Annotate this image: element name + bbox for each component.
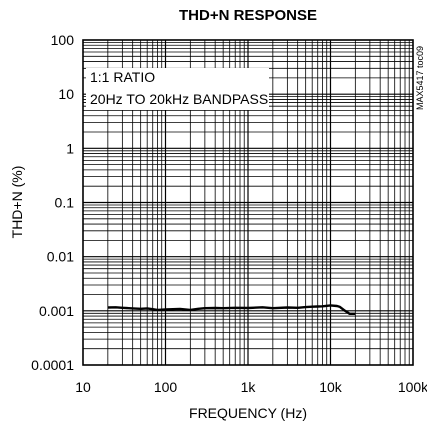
chart-title: THD+N RESPONSE xyxy=(179,7,317,24)
figure-id: MAX5417 toc09 xyxy=(415,46,425,110)
annotation-bandpass: 20Hz TO 20kHz BANDPASS xyxy=(90,91,268,107)
y-tick-label: 0.0001 xyxy=(31,357,74,373)
y-tick-label: 10 xyxy=(58,86,74,102)
x-axis-label: FREQUENCY (Hz) xyxy=(189,405,307,421)
y-tick-label: 100 xyxy=(51,32,75,48)
annotation-box xyxy=(86,68,269,110)
x-tick-label: 100k xyxy=(398,379,427,395)
plot-frame xyxy=(82,39,414,366)
annotation-ratio: 1:1 RATIO xyxy=(90,69,155,85)
figure-id-box xyxy=(414,42,426,122)
x-tick-label: 10k xyxy=(319,379,343,395)
y-tick-label: 0.1 xyxy=(55,195,75,211)
x-tick-label: 10 xyxy=(75,379,91,395)
y-tick-labels: 100 10 1 0.1 0.01 0.001 0.0001 xyxy=(31,32,74,373)
x-tick-label: 1k xyxy=(241,379,257,395)
y-tick-label: 1 xyxy=(66,140,74,156)
y-tick-label: 0.01 xyxy=(47,249,74,265)
x-tick-labels: 10 100 1k 10k 100k xyxy=(75,379,427,395)
series-line xyxy=(107,304,356,315)
y-tick-label: 0.001 xyxy=(39,303,74,319)
x-tick-label: 100 xyxy=(154,379,178,395)
y-axis-label: THD+N (%) xyxy=(9,166,25,239)
